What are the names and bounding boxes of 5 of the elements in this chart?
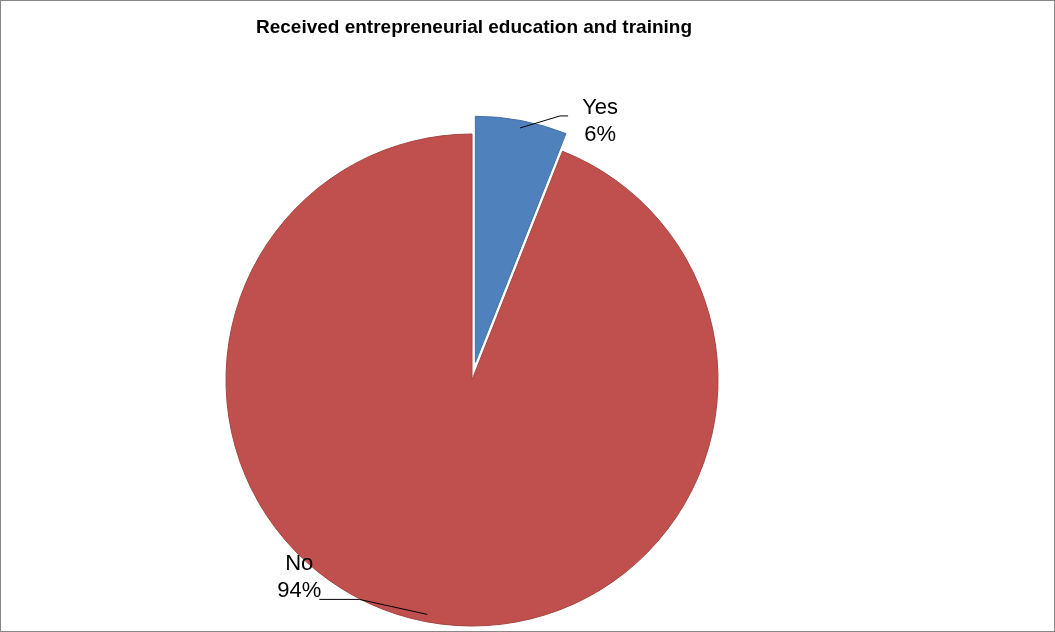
slice-label: Yes <box>582 93 619 119</box>
chart-title: Received entrepreneurial education and training <box>255 16 693 37</box>
slice-label: No <box>285 550 314 576</box>
data-label: 6% <box>584 120 616 146</box>
data-label: 94% <box>277 577 322 603</box>
